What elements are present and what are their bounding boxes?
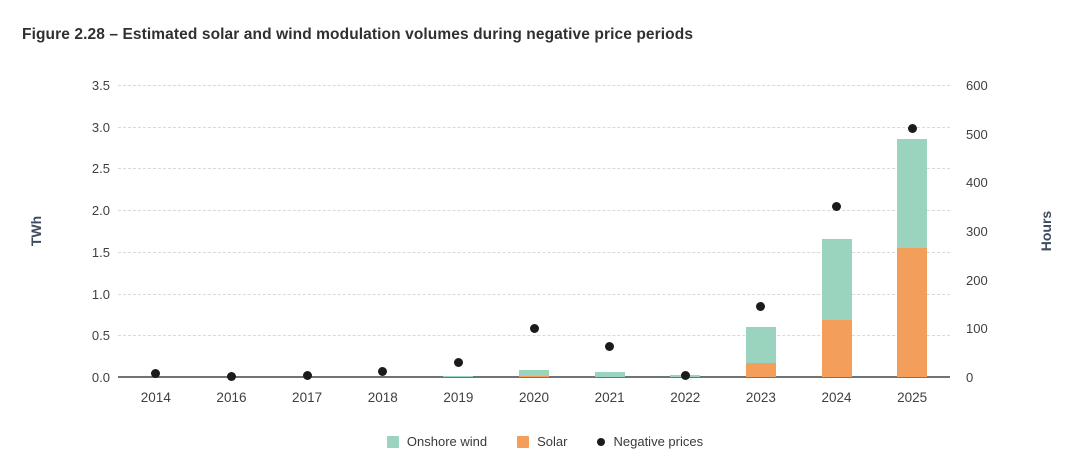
- x-tick-label-2017: 2017: [292, 390, 323, 405]
- legend-item: Solar: [517, 434, 567, 449]
- right-tick-label: 400: [966, 175, 988, 191]
- negative-prices-point-2020: [529, 323, 539, 333]
- x-tick-label-2024: 2024: [821, 390, 852, 405]
- legend-label: Onshore wind: [406, 434, 488, 449]
- legend-item: Negative prices: [597, 434, 703, 449]
- bar-solar-2020: [519, 376, 549, 377]
- left-axis-ticks: 3.5 3.0 2.5 2.0 1.5 1.0 0.5 0.0: [0, 79, 110, 384]
- negative-prices-point-2025: [907, 124, 917, 134]
- plot-area: [118, 85, 950, 381]
- bar-solar-2025: [897, 247, 928, 377]
- x-tick-label-2023: 2023: [745, 390, 776, 405]
- bar-onshore-wind-2024: [821, 239, 852, 321]
- negative-prices-point-2024: [832, 202, 842, 212]
- legend-square-icon: [386, 435, 399, 448]
- right-axis-title: Hours: [1038, 210, 1054, 252]
- right-tick-label: 600: [966, 78, 988, 93]
- legend-label: Negative prices: [613, 434, 704, 449]
- right-tick-label: 200: [966, 272, 988, 288]
- figure-title: Figure 2.28 – Estimated solar and wind m…: [22, 26, 694, 43]
- negative-prices-point-2019: [453, 357, 463, 367]
- bar-onshore-wind-2021: [594, 372, 625, 377]
- gridline: [118, 85, 950, 86]
- x-tick-label-2014: 2014: [140, 390, 171, 405]
- right-tick-label: 0: [966, 370, 974, 385]
- x-axis-ticks: 2014 2016 2017 2018 2019 2020 2021 2022 2023 2024…: [118, 390, 950, 410]
- left-tick-label: 1.0: [91, 286, 110, 302]
- left-tick-label: 1.5: [91, 244, 110, 260]
- bar-onshore-wind-2019: [443, 376, 474, 377]
- negative-prices-point-2017: [302, 370, 312, 380]
- right-tick-label: 500: [966, 126, 988, 142]
- gridline: [118, 168, 950, 170]
- left-tick-label: 0.0: [91, 370, 110, 385]
- negative-prices-point-2014: [151, 368, 161, 378]
- bar-onshore-wind-2025: [897, 139, 928, 248]
- negative-prices-point-2022: [680, 370, 690, 380]
- negative-prices-point-2023: [756, 301, 766, 311]
- x-tick-label-2016: 2016: [216, 390, 247, 405]
- negative-prices-point-2018: [378, 366, 388, 376]
- x-tick-label-2022: 2022: [670, 390, 701, 405]
- legend-dot-icon: [597, 437, 606, 446]
- legend-item: Onshore wind: [386, 434, 488, 449]
- negative-prices-point-2021: [605, 342, 615, 352]
- bar-solar-2023: [745, 362, 776, 377]
- chart-legend: Onshore wind Solar Negative prices: [0, 434, 1090, 449]
- bar-solar-2024: [821, 320, 852, 377]
- right-axis-ticks: 600 500 400 300 200 100 0: [966, 79, 1026, 384]
- x-tick-label-2020: 2020: [518, 390, 550, 405]
- right-tick-label: 100: [966, 321, 988, 337]
- x-tick-label-2018: 2018: [367, 390, 398, 405]
- legend-label: Solar: [537, 434, 568, 449]
- gridline: [118, 210, 950, 212]
- left-tick-label: 0.5: [91, 328, 110, 344]
- x-axis-line: [118, 376, 950, 378]
- bar-onshore-wind-2020: [519, 370, 549, 377]
- x-tick-label-2025: 2025: [897, 390, 928, 405]
- x-tick-label-2019: 2019: [443, 390, 474, 405]
- left-tick-label: 3.5: [91, 78, 110, 93]
- gridline: [118, 126, 950, 128]
- right-tick-label: 300: [966, 224, 988, 239]
- gridline: [118, 335, 950, 337]
- bar-onshore-wind-2023: [745, 326, 776, 363]
- gridline: [118, 251, 950, 253]
- legend-square-icon: [517, 435, 530, 448]
- gridline: [118, 293, 950, 295]
- left-tick-label: 2.0: [91, 203, 110, 219]
- negative-prices-point-2016: [226, 371, 236, 381]
- left-tick-label: 3.0: [91, 119, 110, 135]
- left-tick-label: 2.5: [91, 161, 110, 177]
- x-tick-label-2021: 2021: [594, 390, 625, 405]
